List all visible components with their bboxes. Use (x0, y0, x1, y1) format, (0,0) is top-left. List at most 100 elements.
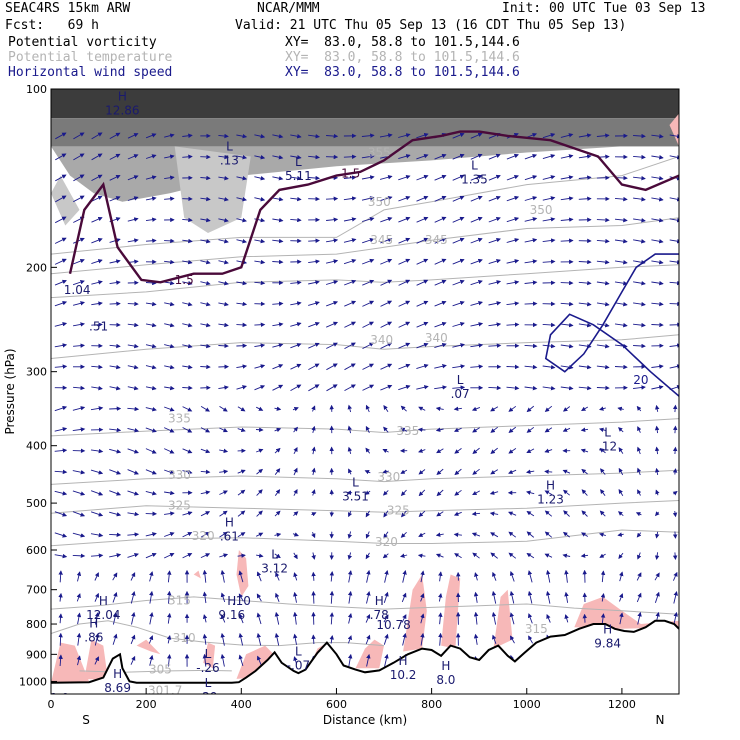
wind-vector (416, 133, 429, 139)
wind-vector (219, 469, 229, 474)
wind-vector (636, 532, 642, 538)
wind-vector (651, 259, 664, 265)
theta-label: 340 (370, 333, 393, 347)
wind-vector (637, 611, 642, 625)
wind-vector (73, 258, 85, 265)
wind-vector (256, 468, 263, 475)
wind-vector (526, 426, 535, 433)
wind-vector (200, 531, 210, 538)
wind-vector (145, 154, 157, 159)
wind-vector (166, 654, 172, 667)
wind-vector (420, 570, 425, 583)
wind-vector (54, 237, 67, 244)
wind-vector (109, 427, 122, 433)
wind-vector (380, 342, 393, 349)
wind-vector (290, 175, 302, 181)
wind-vector (72, 280, 85, 286)
pv-fill-region (403, 574, 427, 652)
wind-vector (145, 364, 157, 370)
wind-vector (54, 511, 68, 517)
wind-vector (452, 132, 465, 139)
wind-vector (564, 614, 569, 623)
wind-vector (343, 175, 357, 180)
wind-vector (398, 363, 411, 370)
wind-vector (578, 196, 592, 201)
wind-vector (164, 469, 175, 475)
wind-vector (398, 237, 411, 244)
wind-vector (434, 237, 447, 244)
wind-vector (364, 470, 371, 475)
wind-vector (614, 217, 628, 223)
wind-vector (600, 613, 606, 624)
wind-vector (290, 134, 302, 139)
wind-vector (600, 468, 606, 475)
wind-vector (361, 154, 375, 159)
extremum-marker: L (295, 155, 302, 169)
wind-vector (290, 280, 302, 285)
wind-vector (380, 279, 393, 286)
wind-vector (470, 258, 483, 265)
wind-vector (72, 511, 86, 517)
wind-vector (109, 196, 121, 202)
wind-vector (526, 490, 535, 495)
wind-vector (382, 469, 389, 474)
wind-vector (219, 490, 228, 495)
wind-vector (347, 552, 352, 560)
wind-vector (600, 593, 606, 602)
wind-vector (236, 238, 247, 244)
wind-vector (200, 280, 211, 286)
wind-vector (290, 154, 302, 160)
wind-vector (236, 176, 248, 181)
wind-vector (654, 404, 660, 412)
wind-vector (651, 364, 664, 369)
wind-vector (488, 237, 501, 244)
wind-vector (434, 300, 447, 307)
wind-vector (54, 448, 68, 453)
wind-vector (651, 218, 664, 223)
wind-vector (651, 322, 664, 328)
wind-vector (272, 364, 284, 370)
wind-vector (72, 490, 86, 496)
wind-vector (293, 426, 298, 433)
wind-vector (560, 322, 574, 328)
wind-vector (508, 448, 517, 454)
wind-vector (182, 448, 193, 454)
wind-vector (293, 611, 298, 625)
wind-vector (470, 279, 483, 286)
wind-vector (290, 322, 302, 327)
wind-vector (145, 217, 157, 222)
wind-vector (274, 553, 281, 559)
wind-vector (596, 238, 610, 244)
wind-vector (344, 342, 356, 349)
wind-vector (438, 612, 443, 625)
wind-vector (127, 469, 139, 475)
pv-fill-region (203, 642, 216, 669)
wind-vector (94, 572, 99, 581)
wind-vector (274, 489, 281, 496)
wind-vector (435, 553, 444, 558)
wind-vector (418, 469, 426, 475)
wind-vector (508, 405, 517, 412)
wind-vector (274, 427, 282, 433)
wind-vector (236, 196, 247, 202)
wind-vector (182, 385, 193, 391)
wind-vector (365, 531, 370, 539)
wind-vector (380, 321, 393, 328)
extremum-marker: H (227, 594, 236, 608)
wind-vector (236, 259, 248, 265)
wind-vector (254, 280, 266, 286)
pv-contour-label: 1.5 (341, 167, 360, 181)
theta-contour (51, 418, 679, 437)
wind-vector (383, 510, 389, 518)
wind-vector (562, 406, 571, 412)
wind-vector (365, 552, 370, 560)
wind-vector (380, 237, 393, 244)
theta-label: 350 (530, 203, 553, 217)
wind-vector (54, 300, 68, 307)
wind-vector (145, 406, 157, 412)
wind-vector (256, 655, 262, 666)
theta-label: 320 (375, 535, 398, 549)
extremum-value: .61 (220, 529, 239, 543)
wind-vector (293, 633, 298, 645)
extremum-marker: H (113, 667, 122, 681)
